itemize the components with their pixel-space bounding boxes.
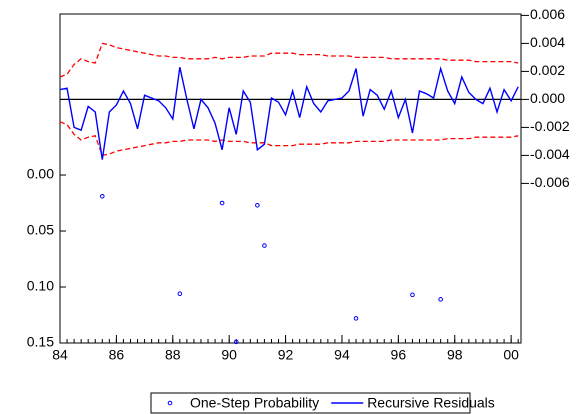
y2-tick-label: 0.002: [530, 62, 565, 78]
y2-tick-label: -0.004: [530, 146, 570, 162]
y2-tick-label: -0.006: [530, 174, 570, 190]
x-tick-label: 98: [447, 347, 463, 363]
band-line: [59, 42, 519, 78]
legend-box: [150, 392, 471, 414]
x-tick-label: 92: [278, 347, 294, 363]
x-tick-label: 96: [391, 347, 407, 363]
y-tick-label: 0.05: [27, 222, 54, 238]
residual-line: [59, 65, 519, 160]
x-tick-label: 94: [334, 347, 350, 363]
y2-tick-label: 0.006: [530, 6, 565, 22]
probability-point: [177, 291, 183, 297]
x-tick-label: 00: [503, 347, 519, 363]
y2-tick-label: -0.002: [530, 118, 570, 134]
x-tick-label: 88: [165, 347, 181, 363]
plot-frame: [59, 13, 522, 344]
legend-label: One-Step Probability: [190, 395, 319, 411]
legend-label: Recursive Residuals: [367, 395, 495, 411]
x-tick-label: 84: [52, 347, 68, 363]
probability-point: [410, 292, 415, 298]
probability-point: [219, 200, 225, 206]
y-tick-label: 0.00: [27, 166, 54, 182]
y2-tick-label: 0.004: [530, 34, 565, 50]
probability-point: [233, 339, 239, 345]
y2-tick-label: 0.000: [530, 90, 565, 106]
x-tick-label: 90: [221, 347, 237, 363]
band-line: [59, 121, 519, 157]
x-tick-label: 86: [109, 347, 125, 363]
y-tick-label: 0.10: [27, 278, 54, 294]
probability-point: [99, 194, 105, 199]
probability-point: [438, 297, 443, 302]
probability-point: [353, 316, 359, 321]
legend-marker: [167, 400, 173, 406]
probability-point: [262, 243, 267, 248]
y-tick-label: 0.15: [27, 334, 54, 350]
probability-point: [255, 202, 260, 208]
